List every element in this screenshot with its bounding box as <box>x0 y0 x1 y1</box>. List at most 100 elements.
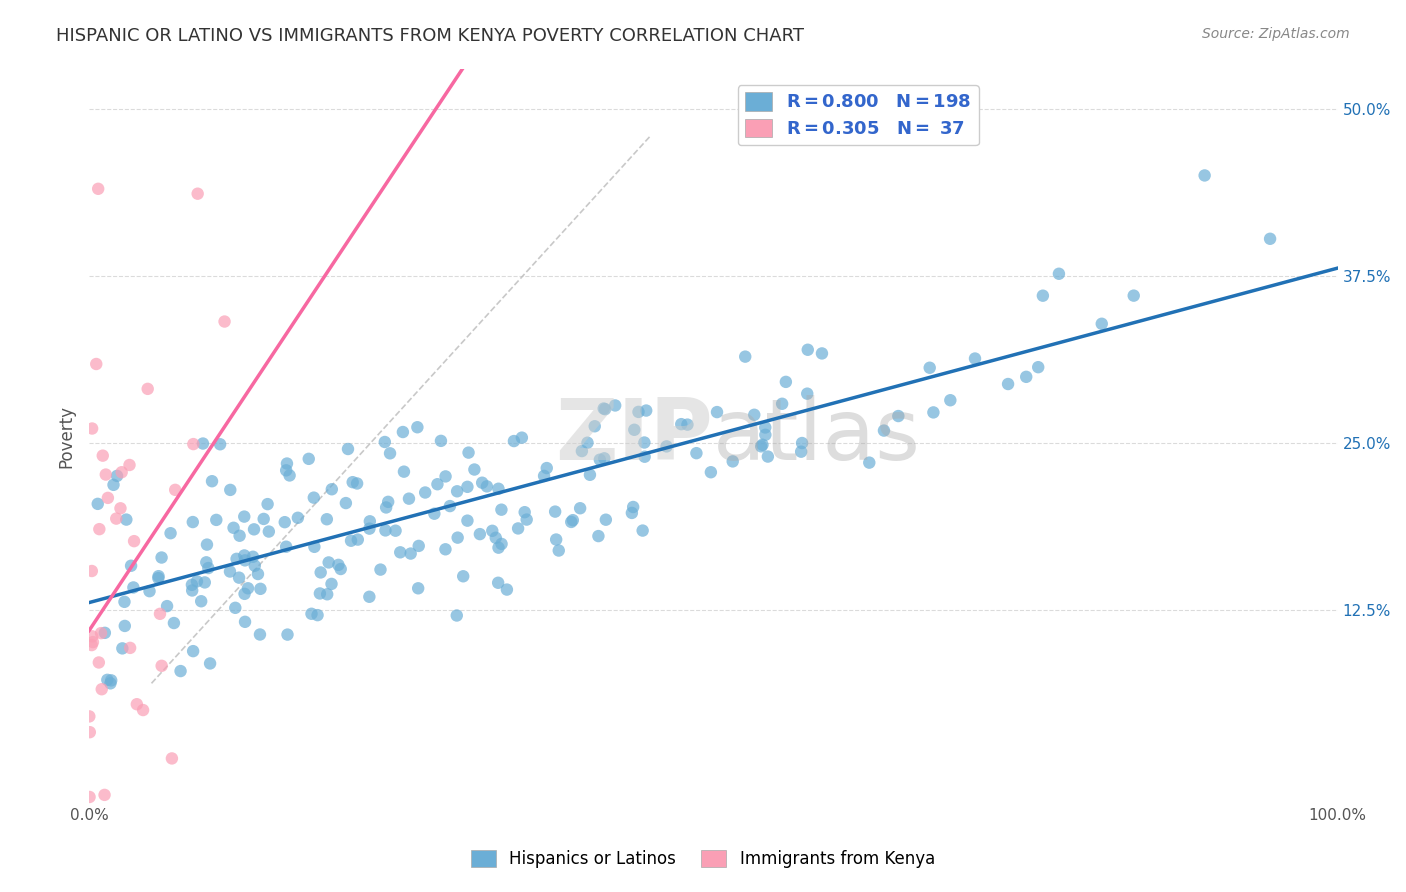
Point <box>451 569 474 583</box>
Point <box>111 465 134 479</box>
Point <box>378 446 401 460</box>
Point <box>430 434 453 448</box>
Point <box>671 417 693 432</box>
Point <box>589 452 612 467</box>
Point <box>384 524 406 538</box>
Point <box>112 807 135 822</box>
Point <box>105 511 128 525</box>
Point <box>304 540 326 554</box>
Point <box>342 475 364 490</box>
Point <box>233 509 256 524</box>
Point <box>547 543 569 558</box>
Point <box>89 522 111 536</box>
Point <box>100 673 122 688</box>
Point <box>276 627 298 641</box>
Point <box>198 657 221 671</box>
Point <box>190 594 212 608</box>
Point <box>997 377 1019 392</box>
Point <box>318 556 340 570</box>
Point <box>309 566 332 580</box>
Point <box>94 467 117 482</box>
Point <box>243 558 266 573</box>
Point <box>301 607 323 621</box>
Point <box>122 534 145 549</box>
Point <box>115 512 138 526</box>
Point <box>627 405 650 419</box>
Point <box>796 386 818 401</box>
Point <box>191 436 214 450</box>
Point <box>257 524 280 539</box>
Point <box>636 403 658 417</box>
Point <box>488 541 510 555</box>
Point <box>160 751 183 765</box>
Point <box>117 814 139 828</box>
Point <box>655 439 678 453</box>
Point <box>389 545 412 559</box>
Point <box>751 438 773 452</box>
Point <box>201 474 224 488</box>
Point <box>181 583 204 598</box>
Point <box>797 343 820 357</box>
Point <box>183 437 205 451</box>
Point <box>408 539 430 553</box>
Point <box>579 467 602 482</box>
Point <box>307 608 329 623</box>
Point <box>593 402 616 417</box>
Point <box>676 417 699 432</box>
Point <box>963 351 986 366</box>
Point <box>605 399 627 413</box>
Point <box>546 533 568 547</box>
Point <box>922 405 945 419</box>
Point <box>225 552 247 566</box>
Point <box>82 635 104 649</box>
Point <box>197 561 219 575</box>
Point <box>481 524 503 538</box>
Point <box>159 526 181 541</box>
Point <box>337 442 360 456</box>
Point <box>233 549 256 563</box>
Point <box>775 375 797 389</box>
Point <box>457 445 479 459</box>
Point <box>278 468 301 483</box>
Point <box>486 575 509 590</box>
Point <box>180 578 202 592</box>
Point <box>887 409 910 423</box>
Point <box>316 587 339 601</box>
Legend: Hispanics or Latinos, Immigrants from Kenya: Hispanics or Latinos, Immigrants from Ke… <box>464 843 942 875</box>
Point <box>120 640 142 655</box>
Point <box>506 521 529 535</box>
Point <box>346 476 368 491</box>
Point <box>1047 267 1070 281</box>
Point <box>87 182 110 196</box>
Point <box>233 615 256 629</box>
Point <box>375 500 398 515</box>
Y-axis label: Poverty: Poverty <box>58 405 75 467</box>
Point <box>253 512 276 526</box>
Point <box>87 656 110 670</box>
Point <box>96 673 118 687</box>
Point <box>1258 232 1281 246</box>
Point <box>228 571 250 585</box>
Point <box>90 682 112 697</box>
Point <box>100 676 122 690</box>
Point <box>103 478 125 492</box>
Point <box>406 420 429 434</box>
Point <box>97 491 120 505</box>
Point <box>335 496 357 510</box>
Point <box>246 567 269 582</box>
Point <box>544 505 567 519</box>
Point <box>79 725 101 739</box>
Point <box>439 499 461 513</box>
Point <box>423 507 446 521</box>
Point <box>770 397 793 411</box>
Point <box>374 524 396 538</box>
Point <box>631 524 654 538</box>
Point <box>340 533 363 548</box>
Point <box>228 529 250 543</box>
Point <box>87 497 110 511</box>
Point <box>321 482 343 496</box>
Point <box>721 454 744 468</box>
Point <box>811 346 834 360</box>
Point <box>150 550 173 565</box>
Point <box>1032 288 1054 302</box>
